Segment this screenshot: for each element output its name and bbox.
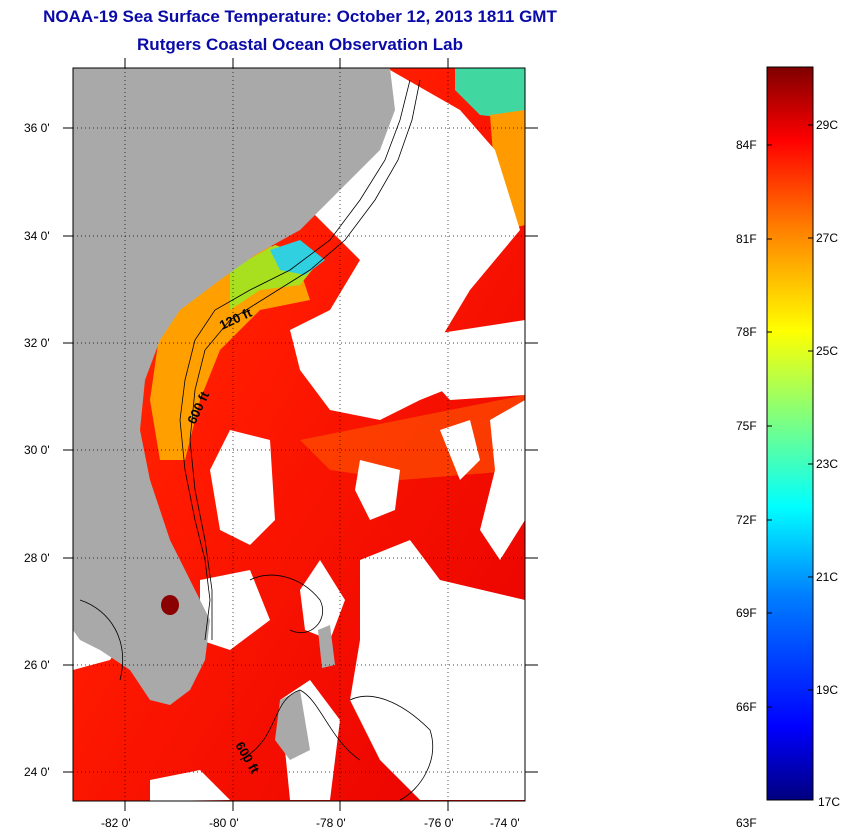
colorbar-c-label: 19C bbox=[816, 683, 838, 697]
map-subtitle: Rutgers Coastal Ocean Observation Lab bbox=[137, 35, 463, 54]
southeast-us-landmass bbox=[73, 68, 395, 705]
lat-label: 30 0' bbox=[24, 443, 50, 457]
map-plot-area: 120 ft 600 ft 600 ft bbox=[73, 68, 525, 801]
colorbar-f-label: 81F bbox=[736, 232, 757, 246]
colorbar-scale bbox=[766, 66, 814, 801]
colorbar-c-label: 21C bbox=[816, 570, 838, 584]
map-frame bbox=[72, 67, 526, 802]
latitude-labels: 36 0' 34 0' 32 0' 30 0' 28 0' 26 0' 24 0… bbox=[24, 121, 50, 779]
colorbar-c-label: 23C bbox=[816, 457, 838, 471]
colorbar-f-label: 72F bbox=[736, 513, 757, 527]
bahamas-island bbox=[318, 625, 335, 668]
lat-label: 28 0' bbox=[24, 551, 50, 565]
lat-label: 32 0' bbox=[24, 336, 50, 350]
lon-label: -82 0' bbox=[101, 816, 131, 830]
lat-label: 34 0' bbox=[24, 229, 50, 243]
colorbar-f-label: 78F bbox=[736, 325, 757, 339]
northeast-orange-water bbox=[490, 110, 525, 230]
lon-label: -78 0' bbox=[316, 816, 346, 830]
lon-label: -74 0' bbox=[490, 816, 520, 830]
axis-ticks bbox=[63, 58, 538, 811]
lon-label: -80 0' bbox=[209, 816, 239, 830]
coastal-cold-water bbox=[270, 240, 325, 275]
colorbar-c-label: 25C bbox=[816, 344, 838, 358]
colorbar-f-label: 66F bbox=[736, 700, 757, 714]
colorbar-c-label: 29C bbox=[816, 118, 838, 132]
colorbar-c-label: 17C bbox=[818, 795, 840, 809]
northeast-cool-water bbox=[455, 68, 525, 120]
colorbar-f-label: 69F bbox=[736, 606, 757, 620]
colorbar: 84F 81F 78F 75F 72F 69F 66F 63F 29C 27C … bbox=[736, 66, 840, 830]
colorbar-ticks bbox=[767, 124, 813, 708]
gulf-coast-land bbox=[73, 488, 90, 560]
colorbar-f-label: 75F bbox=[736, 419, 757, 433]
lat-label: 36 0' bbox=[24, 121, 50, 135]
lat-label: 26 0' bbox=[24, 658, 50, 672]
bathymetry-contours bbox=[79, 79, 434, 801]
colorbar-c-label: 27C bbox=[816, 231, 838, 245]
map-gridlines bbox=[73, 68, 525, 801]
longitude-labels: -82 0' -80 0' -78 0' -76 0' -74 0' bbox=[101, 816, 520, 830]
lon-label: -76 0' bbox=[424, 816, 454, 830]
lat-label: 24 0' bbox=[24, 765, 50, 779]
lake-okeechobee bbox=[161, 595, 179, 615]
andros-island bbox=[275, 690, 310, 760]
map-title: NOAA-19 Sea Surface Temperature: October… bbox=[43, 7, 557, 26]
colorbar-f-label: 63F bbox=[736, 816, 757, 830]
colorbar-f-label: 84F bbox=[736, 138, 757, 152]
